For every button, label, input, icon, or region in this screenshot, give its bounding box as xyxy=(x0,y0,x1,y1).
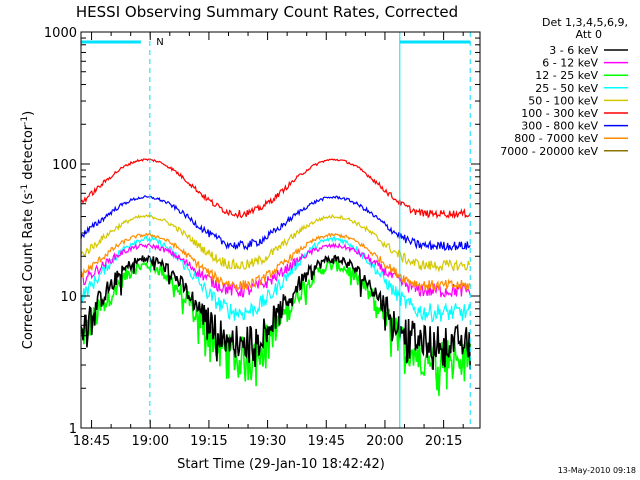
legend-label-2: 12 - 25 keV xyxy=(535,69,598,82)
legend-label-7: 800 - 7000 keV xyxy=(514,132,598,145)
y-axis-label-sup1: -1 xyxy=(20,184,30,193)
y-axis-label-sup2: -1 xyxy=(20,116,30,125)
series-line-5 xyxy=(80,158,471,220)
x-axis-label: Start Time (29-Jan-10 18:42:42) xyxy=(177,457,385,472)
series-line-6 xyxy=(80,195,471,252)
series-group xyxy=(80,158,471,396)
legend-header-line-1: Det 1,3,4,5,6,9, xyxy=(542,16,628,29)
y-tick-label-2: 100 xyxy=(52,158,77,173)
x-tick-label-4: 19:45 xyxy=(308,434,345,449)
legend-label-3: 25 - 50 keV xyxy=(535,82,598,95)
series-line-1 xyxy=(80,242,471,298)
y-tick-label-3: 1000 xyxy=(44,26,77,41)
y-tick-label-1: 10 xyxy=(60,290,77,305)
x-tick-label-1: 19:00 xyxy=(132,434,169,449)
legend-label-8: 7000 - 20000 keV xyxy=(500,145,598,158)
x-tick-label-2: 19:15 xyxy=(190,434,227,449)
legend-label-1: 6 - 12 keV xyxy=(542,57,598,70)
series-line-4 xyxy=(80,213,471,273)
y-axis-label-end: ) xyxy=(21,111,36,116)
series-line-3 xyxy=(80,235,471,323)
plot-frame xyxy=(80,31,481,429)
x-tick-label-0: 18:45 xyxy=(73,434,110,449)
legend-label-0: 3 - 6 keV xyxy=(549,44,598,57)
y-axis-label-mid: detector xyxy=(21,124,36,184)
x-tick-label-5: 20:00 xyxy=(366,434,403,449)
legend-label-4: 50 - 100 keV xyxy=(528,94,598,107)
plot-area: N 18:45 19:00 19:15 19:30 19:45 20:00 20:15 1 10… xyxy=(44,26,481,449)
series-line-7 xyxy=(80,232,471,293)
legend-label-6: 300 - 800 keV xyxy=(521,120,598,133)
legend-header-line-2: Att 0 xyxy=(576,28,602,41)
flags-group: N xyxy=(80,32,471,428)
series-line-0 xyxy=(80,254,471,370)
x-tick-label-3: 19:30 xyxy=(249,434,286,449)
x-tick-label-6: 20:15 xyxy=(425,434,462,449)
night-label: N xyxy=(156,37,163,48)
y-axis-label: Corrected Count Rate (s-1 detector-1) xyxy=(20,111,36,349)
legend-label-5: 100 - 300 keV xyxy=(521,107,598,120)
chart-title: HESSI Observing Summary Count Rates, Cor… xyxy=(76,3,458,21)
timestamp: 13-May-2010 09:18 xyxy=(558,466,636,475)
series-line-2 xyxy=(80,259,471,396)
axis-ticks: 18:45 19:00 19:15 19:30 19:45 20:00 20:15 1 10 10… xyxy=(44,26,480,449)
y-axis-label-main: Corrected Count Rate (s xyxy=(21,193,36,350)
y-tick-label-0: 1 xyxy=(69,422,77,437)
